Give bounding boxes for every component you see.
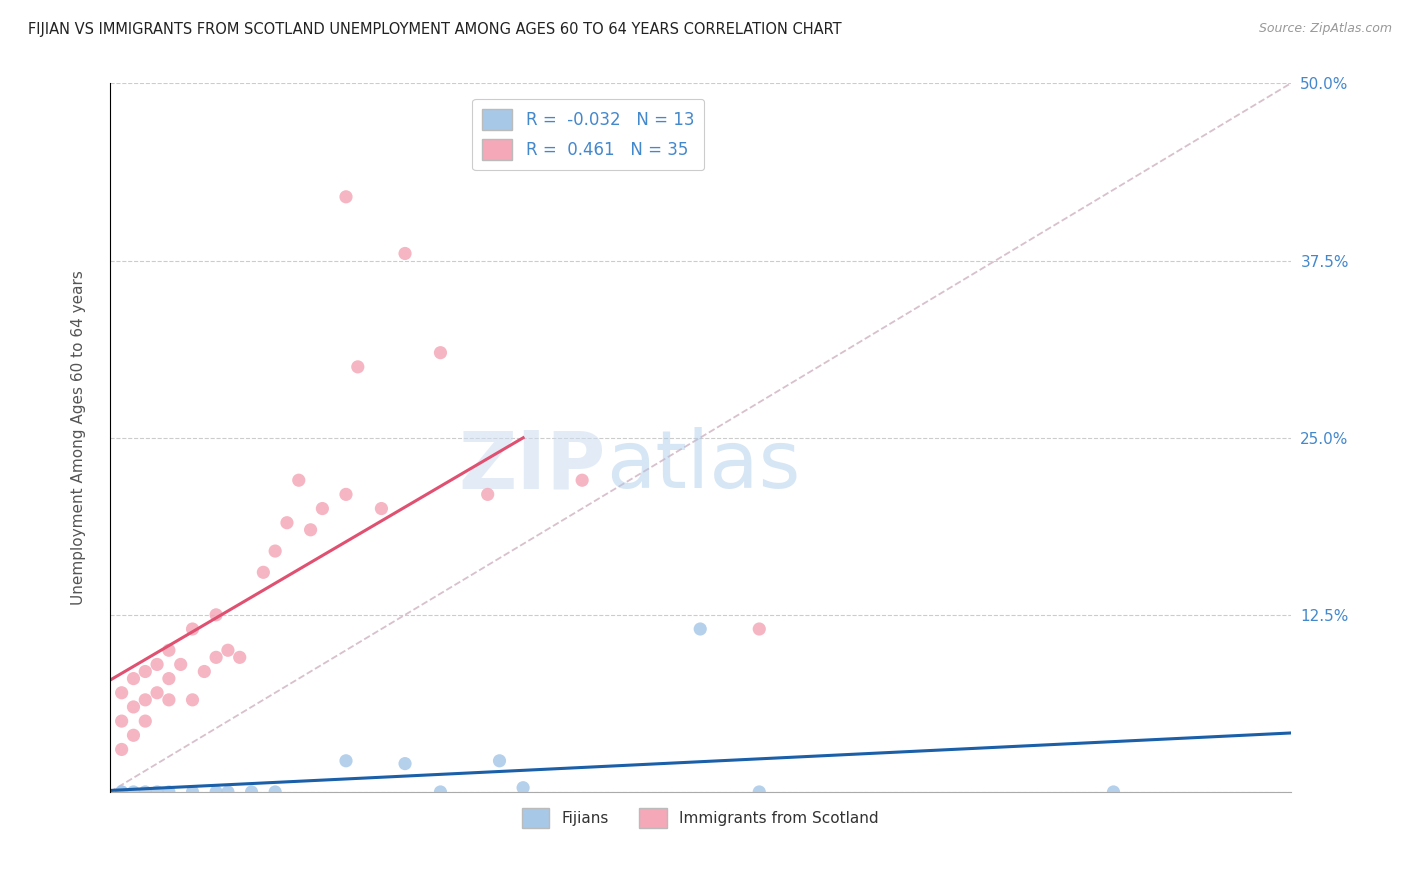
Text: Source: ZipAtlas.com: Source: ZipAtlas.com — [1258, 22, 1392, 36]
Point — [205, 607, 228, 622]
Y-axis label: Unemployment Among Ages 60 to 64 years: Unemployment Among Ages 60 to 64 years — [72, 270, 86, 605]
Point — [205, 650, 228, 665]
Point — [181, 622, 204, 636]
Point — [512, 780, 534, 795]
Point — [134, 693, 156, 707]
Point — [264, 785, 287, 799]
Point — [134, 665, 156, 679]
Point — [134, 714, 156, 728]
Point — [240, 785, 263, 799]
Point — [748, 622, 770, 636]
Point — [488, 754, 510, 768]
Point — [689, 622, 711, 636]
Point — [157, 643, 180, 657]
Point — [311, 501, 333, 516]
Point — [146, 785, 169, 799]
Point — [146, 657, 169, 672]
Point — [122, 672, 145, 686]
Point — [111, 686, 134, 700]
Point — [217, 785, 239, 799]
Text: ZIP: ZIP — [458, 427, 606, 505]
Point — [134, 785, 156, 799]
Point — [122, 785, 145, 799]
Point — [111, 785, 134, 799]
Point — [571, 473, 593, 487]
Point — [157, 672, 180, 686]
Point — [122, 728, 145, 742]
Point — [276, 516, 298, 530]
Point — [181, 785, 204, 799]
Point — [217, 643, 239, 657]
Text: atlas: atlas — [606, 427, 800, 505]
Point — [394, 756, 416, 771]
Point — [335, 487, 357, 501]
Point — [146, 686, 169, 700]
Point — [181, 693, 204, 707]
Point — [111, 714, 134, 728]
Point — [157, 693, 180, 707]
Point — [287, 473, 309, 487]
Point — [299, 523, 322, 537]
Point — [229, 650, 252, 665]
Point — [205, 785, 228, 799]
Point — [748, 785, 770, 799]
Text: FIJIAN VS IMMIGRANTS FROM SCOTLAND UNEMPLOYMENT AMONG AGES 60 TO 64 YEARS CORREL: FIJIAN VS IMMIGRANTS FROM SCOTLAND UNEMP… — [28, 22, 842, 37]
Point — [429, 785, 451, 799]
Point — [264, 544, 287, 558]
Point — [370, 501, 392, 516]
Point — [477, 487, 499, 501]
Point — [429, 345, 451, 359]
Point — [122, 700, 145, 714]
Point — [346, 359, 368, 374]
Point — [335, 754, 357, 768]
Point — [193, 665, 215, 679]
Point — [111, 785, 134, 799]
Point — [394, 246, 416, 260]
Point — [335, 190, 357, 204]
Legend: Fijians, Immigrants from Scotland: Fijians, Immigrants from Scotland — [516, 802, 884, 834]
Point — [170, 657, 193, 672]
Point — [111, 742, 134, 756]
Point — [157, 785, 180, 799]
Point — [1102, 785, 1125, 799]
Point — [252, 566, 274, 580]
